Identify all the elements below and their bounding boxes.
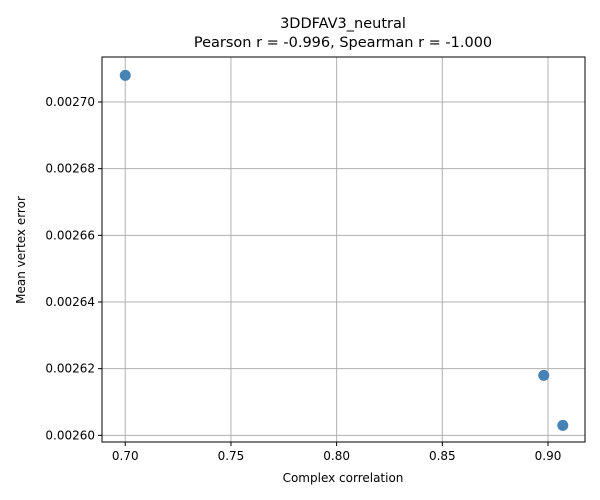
y-tick-label: 0.00264 (45, 295, 95, 309)
scatter-point (538, 369, 550, 381)
chart-title: 3DDFAV3_neutral (280, 16, 406, 32)
x-tick-label: 0.80 (323, 449, 350, 463)
scatter-point (557, 419, 569, 431)
x-tick-label: 0.90 (535, 449, 562, 463)
y-axis-label: Mean vertex error (14, 196, 28, 304)
y-tick-label: 0.00260 (45, 428, 95, 442)
x-tick-label: 0.70 (112, 449, 139, 463)
y-tick-label: 0.00270 (45, 95, 95, 109)
x-tick-label: 0.85 (429, 449, 456, 463)
y-tick-label: 0.00268 (45, 162, 95, 176)
grid (102, 57, 585, 442)
x-tick-label: 0.75 (218, 449, 245, 463)
chart-subtitle: Pearson r = -0.996, Spearman r = -1.000 (194, 35, 492, 51)
axis-ticks: 0.70 0.75 0.80 0.85 0.90 0.00260 0.00262 0.0026… (45, 95, 561, 463)
plot-frame (101, 56, 586, 443)
x-axis-label: Complex correlation (283, 471, 404, 485)
y-tick-label: 0.00262 (45, 362, 95, 376)
scatter-point (119, 69, 131, 81)
y-tick-label: 0.00266 (45, 228, 95, 242)
data-points (119, 69, 569, 431)
